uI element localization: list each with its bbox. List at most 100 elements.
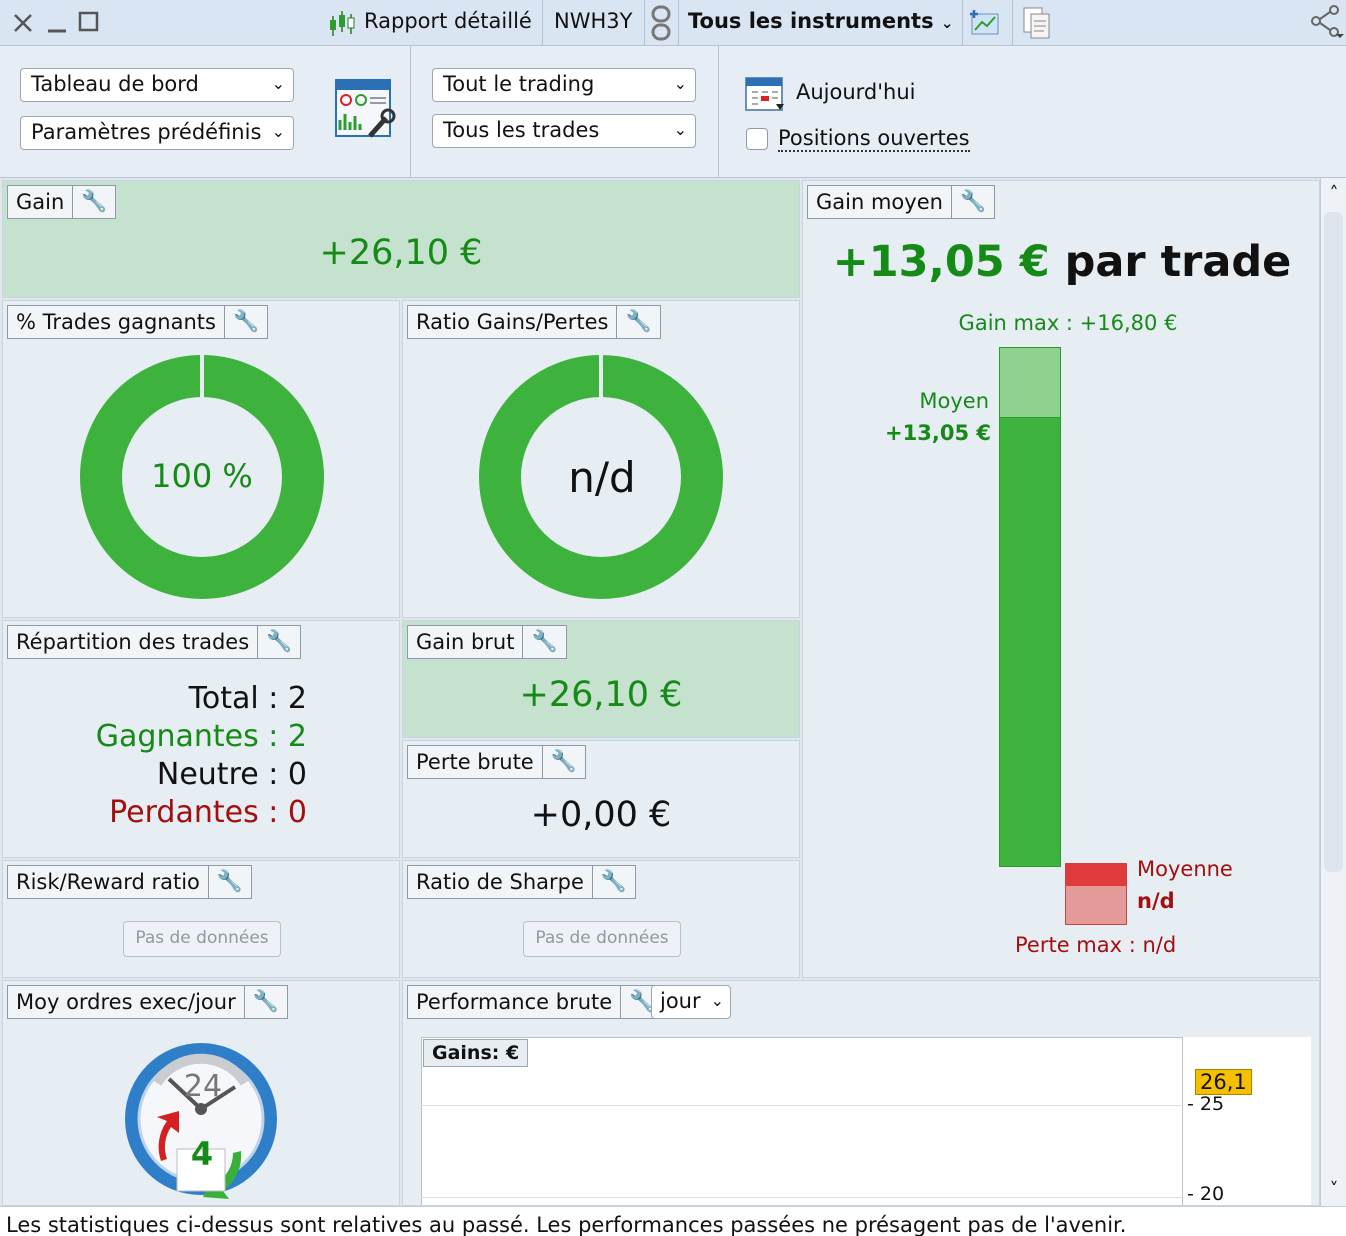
max-loss-label: Perte max : n/d xyxy=(1015,933,1177,957)
chevron-down-icon: ⌄ xyxy=(271,74,285,93)
sharpe-ratio-header[interactable]: Ratio de Sharpe 🔧 xyxy=(407,865,637,899)
trading-select[interactable]: Tout le trading ⌄ xyxy=(432,68,696,102)
wrench-icon[interactable]: 🔧 xyxy=(257,626,292,658)
gross-gain-value: +26,10 € xyxy=(519,675,683,715)
calendar-icon[interactable] xyxy=(744,74,788,114)
share-icon[interactable] xyxy=(1306,4,1346,40)
dashboard-settings-icon[interactable] xyxy=(334,78,398,142)
period-select[interactable]: jour ⌄ xyxy=(651,985,731,1019)
risk-reward-nodata-button[interactable]: Pas de données xyxy=(123,921,281,957)
gross-loss-title: Perte brute xyxy=(416,750,534,774)
gain-loss-ratio-donut xyxy=(479,355,723,599)
distribution-row-neutral: Neutre : 0 xyxy=(3,757,307,792)
open-positions-checkbox[interactable] xyxy=(746,128,768,150)
average-label: Moyen xyxy=(919,389,989,413)
wrench-icon[interactable]: 🔧 xyxy=(72,186,107,218)
y-tick-label: 25 xyxy=(1199,1093,1225,1115)
wrench-icon[interactable]: 🔧 xyxy=(616,306,652,338)
performance-header[interactable]: Performance brute 🔧 xyxy=(407,985,665,1019)
scroll-thumb[interactable] xyxy=(1324,212,1343,872)
win-percentage-value: 100 % xyxy=(151,457,253,495)
trading-select-value: Tout le trading xyxy=(443,72,595,96)
loss-average-value: n/d xyxy=(1137,889,1175,913)
gain-bar-upper-segment xyxy=(1000,348,1060,418)
gain-bar xyxy=(999,347,1061,867)
loss-bar-upper-segment xyxy=(1066,864,1126,886)
dashboard-select[interactable]: Tableau de bord ⌄ xyxy=(20,68,294,102)
wrench-icon[interactable]: 🔧 xyxy=(522,626,558,658)
max-gain-label: Gain max : +16,80 € xyxy=(958,311,1178,335)
distribution-row-total: Total : 2 xyxy=(3,681,307,716)
y-tick-mark: - xyxy=(1187,1093,1194,1115)
win-percentage-panel: % Trades gagnants 🔧 100 % xyxy=(2,300,400,618)
gain-panel-header[interactable]: Gain 🔧 xyxy=(7,185,117,219)
y-tick-25: - 25 xyxy=(1187,1093,1224,1115)
gain-loss-ratio-title: Ratio Gains/Pertes xyxy=(416,310,609,334)
chart-label: Gains: € xyxy=(423,1039,529,1067)
account-id[interactable]: NWH3Y xyxy=(554,9,633,33)
chart-plot-area xyxy=(421,1037,1183,1205)
gain-loss-ratio-value: n/d xyxy=(568,453,636,502)
clock-center-number: 4 xyxy=(190,1135,214,1173)
wrench-icon[interactable]: 🔧 xyxy=(243,986,279,1018)
distribution-sep: : xyxy=(268,757,279,792)
disclaimer-footer: Les statistiques ci-dessus sont relative… xyxy=(0,1206,1346,1236)
performance-title: Performance brute xyxy=(416,990,613,1014)
scroll-down-icon[interactable]: ˅ xyxy=(1329,1179,1339,1200)
win-percentage-header[interactable]: % Trades gagnants 🔧 xyxy=(7,305,269,339)
trade-distribution-header[interactable]: Répartition des trades 🔧 xyxy=(7,625,302,659)
candlestick-icon xyxy=(330,11,355,36)
gross-loss-value: +0,00 € xyxy=(530,795,672,835)
gain-loss-ratio-header[interactable]: Ratio Gains/Pertes 🔧 xyxy=(407,305,661,339)
performance-chart: Gains: € - 25 - 20 26,1 xyxy=(421,1037,1311,1205)
win-percentage-title: % Trades gagnants xyxy=(16,310,216,334)
gross-loss-header[interactable]: Perte brute 🔧 xyxy=(407,745,586,779)
distribution-sep: : xyxy=(268,719,279,754)
document-icon[interactable] xyxy=(1020,6,1054,40)
gain-panel: Gain 🔧 +26,10 € xyxy=(2,180,800,298)
risk-reward-title: Risk/Reward ratio xyxy=(16,870,200,894)
chevron-down-icon: ⌄ xyxy=(673,74,687,93)
average-gain-value: +13,05 € xyxy=(832,237,1050,287)
average-value: +13,05 € xyxy=(885,421,991,445)
instruments-dropdown[interactable]: Tous les instruments ⌄ xyxy=(688,9,953,33)
distribution-value: 0 xyxy=(287,757,307,792)
distribution-label: Total xyxy=(188,681,259,716)
sharpe-ratio-title: Ratio de Sharpe xyxy=(416,870,584,894)
maximize-icon[interactable] xyxy=(78,11,100,33)
vertical-scrollbar[interactable]: ˄ ˅ xyxy=(1320,178,1346,1206)
risk-reward-header[interactable]: Risk/Reward ratio 🔧 xyxy=(7,865,253,899)
wrench-icon[interactable]: 🔧 xyxy=(541,746,577,778)
sharpe-ratio-nodata-button[interactable]: Pas de données xyxy=(523,921,681,957)
scroll-up-icon[interactable]: ˄ xyxy=(1329,183,1339,204)
trade-distribution-panel: Répartition des trades 🔧 Total : 2 Gagna… xyxy=(2,620,400,858)
link-icon[interactable] xyxy=(650,4,672,42)
minimize-icon[interactable] xyxy=(46,12,68,34)
report-title[interactable]: Rapport détaillé xyxy=(364,9,532,33)
y-tick-label: 20 xyxy=(1199,1183,1225,1205)
distribution-value: 2 xyxy=(287,719,307,754)
performance-panel: Performance brute 🔧 jour ⌄ Gains: € - 25… xyxy=(402,980,1320,1206)
orders-per-day-title: Moy ordres exec/jour xyxy=(16,990,236,1014)
wrench-icon[interactable]: 🔧 xyxy=(591,866,627,898)
instruments-label: Tous les instruments xyxy=(688,9,934,33)
today-label[interactable]: Aujourd'hui xyxy=(796,80,916,104)
trades-select[interactable]: Tous les trades ⌄ xyxy=(432,114,696,148)
wrench-icon[interactable]: 🔧 xyxy=(620,986,655,1018)
add-chart-icon[interactable] xyxy=(970,8,1002,38)
wrench-icon[interactable]: 🔧 xyxy=(223,306,259,338)
last-value-badge: 26,1 xyxy=(1195,1069,1252,1095)
title-bar: Rapport détaillé NWH3Y Tous les instrume… xyxy=(0,0,1346,46)
orders-per-day-header[interactable]: Moy ordres exec/jour 🔧 xyxy=(7,985,288,1019)
clock-top-number: 24 xyxy=(183,1069,223,1104)
gain-title: Gain xyxy=(16,190,65,214)
average-gain-header[interactable]: Gain moyen 🔧 xyxy=(807,185,996,219)
wrench-icon[interactable]: 🔧 xyxy=(950,186,986,218)
open-positions-label[interactable]: Positions ouvertes xyxy=(778,126,970,152)
gross-gain-header[interactable]: Gain brut 🔧 xyxy=(407,625,567,659)
wrench-icon[interactable]: 🔧 xyxy=(207,866,243,898)
gain-loss-ratio-panel: Ratio Gains/Pertes 🔧 n/d xyxy=(402,300,800,618)
close-icon[interactable] xyxy=(12,12,34,34)
risk-reward-panel: Risk/Reward ratio 🔧 Pas de données xyxy=(2,860,400,978)
presets-select[interactable]: Paramètres prédéfinis ⌄ xyxy=(20,116,294,150)
